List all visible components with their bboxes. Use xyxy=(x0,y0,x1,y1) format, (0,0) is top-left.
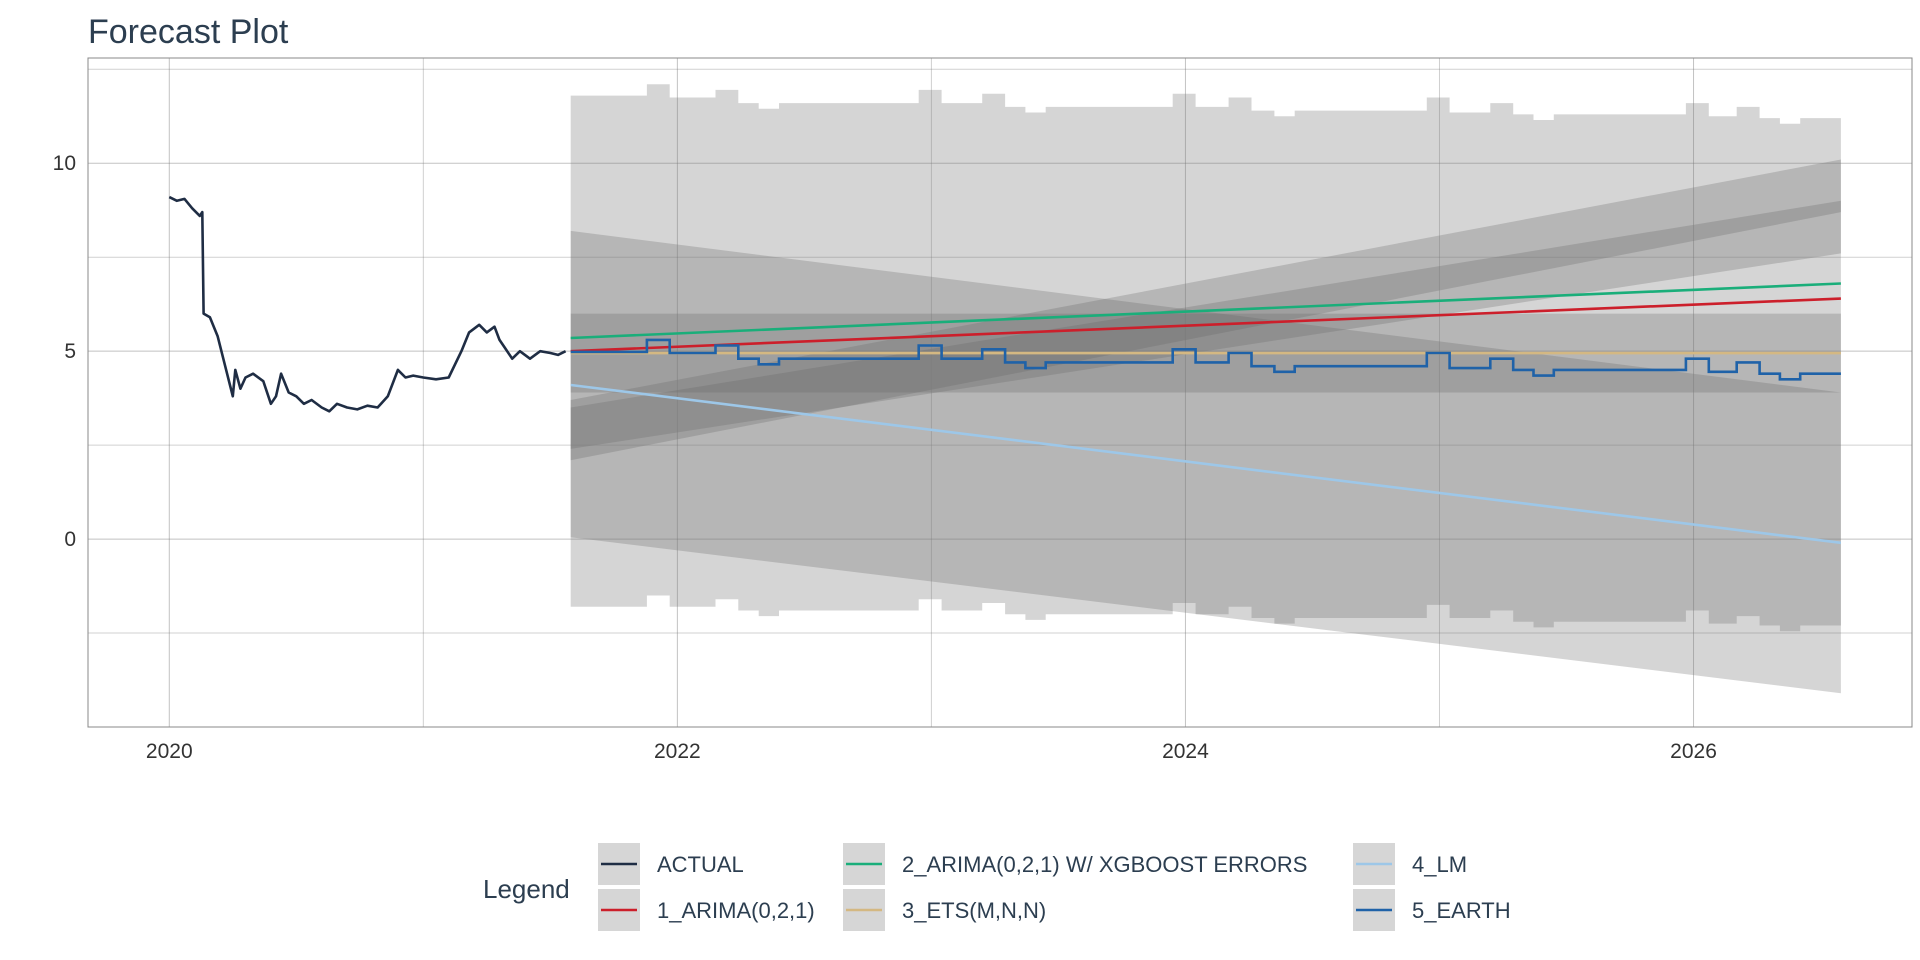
legend-entry: ACTUAL xyxy=(598,843,744,885)
legend-entries: ACTUAL 1_ARIMA(0,2,1) 2_ARIMA(0,2,1) W/ XG… xyxy=(598,843,1511,931)
y-tick-label: 0 xyxy=(64,528,76,551)
series-line-5 xyxy=(570,338,1841,381)
legend-entry: 1_ARIMA(0,2,1) xyxy=(598,889,815,931)
series-lines xyxy=(168,195,1842,545)
y-axis-ticks: 0 5 10 xyxy=(53,152,76,551)
x-tick-label: 2024 xyxy=(1162,740,1209,763)
series-line-1 xyxy=(570,297,1841,353)
series-line-2 xyxy=(570,282,1841,340)
y-tick-label: 10 xyxy=(53,152,76,175)
y-tick-label: 5 xyxy=(64,340,76,363)
legend-entry: 5_EARTH xyxy=(1353,889,1511,931)
confidence-bands xyxy=(570,84,1841,694)
legend-title: Legend xyxy=(483,874,570,904)
legend: Legend ACTUAL 1_ARIMA(0,2,1) 2_ARIMA(0,2,1… xyxy=(483,843,1511,931)
x-axis-ticks: 2020 2022 2024 2026 xyxy=(146,740,1717,763)
legend-label: 3_ETS(M,N,N) xyxy=(902,898,1046,923)
legend-entry: 3_ETS(M,N,N) xyxy=(843,889,1046,931)
legend-label: 5_EARTH xyxy=(1412,898,1511,923)
x-tick-label: 2020 xyxy=(146,740,193,763)
gridlines xyxy=(88,58,1912,727)
band-4 xyxy=(570,230,1841,694)
series-line-4 xyxy=(570,383,1842,545)
x-tick-label: 2026 xyxy=(1670,740,1717,763)
chart-title: Forecast Plot xyxy=(88,13,289,51)
legend-label: ACTUAL xyxy=(657,852,744,877)
legend-label: 4_LM xyxy=(1412,852,1467,877)
legend-entry: 4_LM xyxy=(1353,843,1467,885)
band-5 xyxy=(570,84,1841,632)
legend-entry: 2_ARIMA(0,2,1) W/ XGBOOST ERRORS xyxy=(843,843,1307,885)
x-tick-label: 2022 xyxy=(654,740,701,763)
legend-label: 1_ARIMA(0,2,1) xyxy=(657,898,815,923)
legend-label: 2_ARIMA(0,2,1) W/ XGBOOST ERRORS xyxy=(902,852,1307,877)
series-line-actual xyxy=(168,195,567,413)
plot-panel-border xyxy=(87,57,1913,728)
